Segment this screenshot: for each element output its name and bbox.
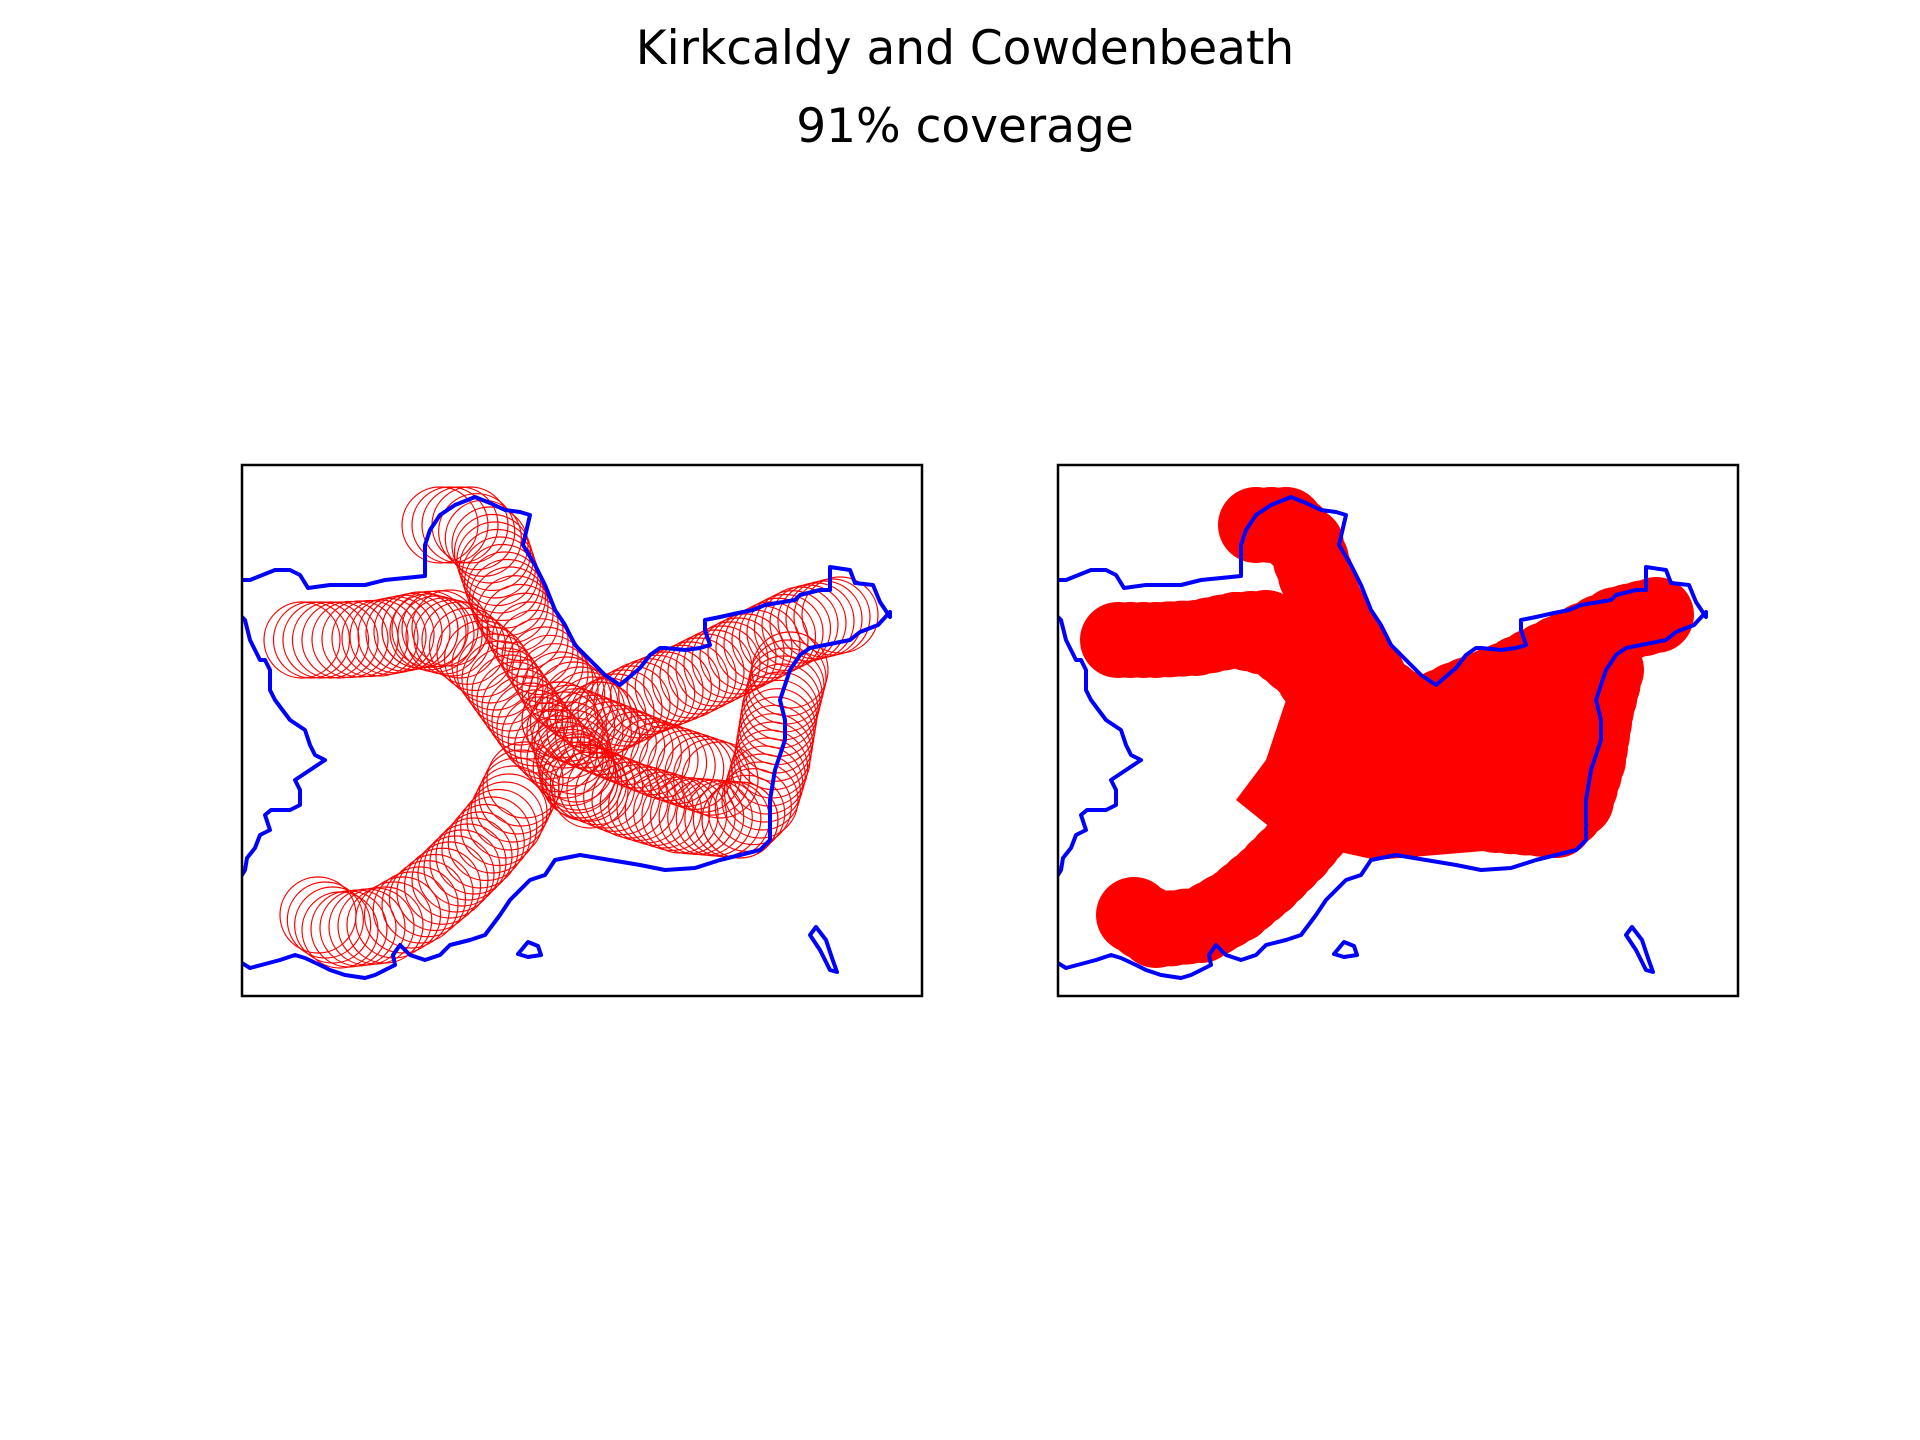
coverage-circle — [746, 593, 824, 672]
coverage-circle — [481, 668, 559, 746]
coverage-circle — [511, 634, 589, 712]
coverage-circle — [638, 727, 716, 805]
coverage-circle — [664, 735, 742, 813]
coverage-circle — [401, 486, 479, 564]
coverage-circle — [372, 871, 450, 949]
coverage-circle — [413, 599, 491, 677]
boundary-islet — [808, 925, 839, 974]
boundary-mainland — [242, 495, 892, 980]
coverage-circle — [391, 590, 469, 668]
coverage-circles — [263, 486, 879, 969]
coverage-circle — [443, 620, 522, 698]
coverage-circle — [279, 876, 357, 954]
coverage-circle — [461, 640, 539, 718]
coverage-circle — [659, 637, 737, 715]
coverage-circle — [451, 626, 529, 704]
district-boundary — [242, 495, 892, 980]
coverage-circle — [411, 841, 489, 919]
coverage-circle — [417, 835, 495, 913]
coverage-circle — [624, 771, 702, 849]
coverage-circle — [411, 589, 489, 667]
coverage-circle — [263, 601, 341, 679]
coverage-circle — [531, 701, 609, 779]
coverage-circle — [286, 881, 364, 959]
boundary-islet — [1624, 925, 1655, 974]
coverage-circle — [554, 676, 632, 754]
coverage-circle — [496, 689, 574, 767]
axes-frame — [240, 463, 924, 998]
coverage-circle — [723, 753, 802, 831]
coverage-circle — [396, 853, 474, 932]
coverage-circle — [460, 788, 538, 867]
coverage-circle — [311, 600, 389, 679]
coverage-circle — [421, 601, 499, 679]
coverage-circle — [373, 592, 451, 671]
coverage-circle — [301, 601, 379, 679]
boundary-mainland — [1058, 495, 1708, 980]
coverage-circle — [476, 661, 554, 739]
coverage-circle — [470, 773, 548, 851]
coverage-circle — [429, 823, 507, 901]
boundary-islet — [516, 940, 543, 959]
coverage-circle — [436, 613, 514, 692]
coverage-circle — [681, 741, 759, 819]
coverage-circle — [647, 729, 725, 808]
coverage-circle — [1096, 877, 1172, 953]
coverage-circle — [466, 781, 544, 859]
coverage-circle — [801, 576, 879, 654]
coverage-circle — [291, 601, 370, 679]
coverage-circle — [282, 601, 360, 679]
coverage-circle — [438, 493, 516, 571]
map-panel-right — [1056, 463, 1740, 998]
coverage-circle — [331, 599, 409, 678]
coverage-circle — [643, 644, 721, 722]
coverage-circle — [633, 773, 711, 852]
coverage-circle — [526, 691, 604, 769]
figure-title: Kirkcaldy and Cowdenbeath — [636, 21, 1294, 76]
coverage-circle — [721, 761, 799, 839]
coverage-circle — [456, 633, 534, 711]
coverage-circle — [738, 597, 817, 675]
axes-frame — [1056, 463, 1740, 998]
coverage-circle — [272, 601, 351, 679]
coverage-circle — [491, 682, 569, 760]
coverage-circle — [294, 886, 372, 964]
coverage-circle — [411, 486, 489, 564]
coverage-circle — [301, 891, 379, 969]
coverage-circle — [453, 796, 532, 874]
coverage-circle — [699, 617, 777, 695]
coverage-circle — [381, 866, 459, 944]
coverage-core — [1236, 610, 1606, 860]
coverage-circle — [521, 681, 599, 759]
coverage-circle — [728, 737, 806, 815]
coverage-circle — [435, 817, 513, 895]
boundary-islet — [1332, 940, 1359, 959]
coverage-circle — [577, 673, 655, 751]
coverage-circle — [476, 575, 554, 653]
coverage-circle — [585, 669, 663, 747]
coverage-circle — [403, 847, 482, 925]
coverage-circle — [651, 641, 729, 719]
figure-subtitle: 91% coverage — [796, 99, 1134, 154]
coverage-circle — [551, 751, 629, 829]
coverage-circle — [486, 741, 564, 819]
coverage-circle — [629, 724, 708, 802]
coverage-circle — [655, 732, 733, 811]
coverage-circle — [621, 721, 699, 799]
coverage-area — [1080, 487, 1694, 968]
coverage-circle — [714, 768, 792, 846]
district-boundary — [1058, 495, 1708, 980]
map-panel-left — [240, 463, 924, 998]
coverage-circle — [672, 738, 751, 816]
coverage-circle — [423, 829, 501, 907]
